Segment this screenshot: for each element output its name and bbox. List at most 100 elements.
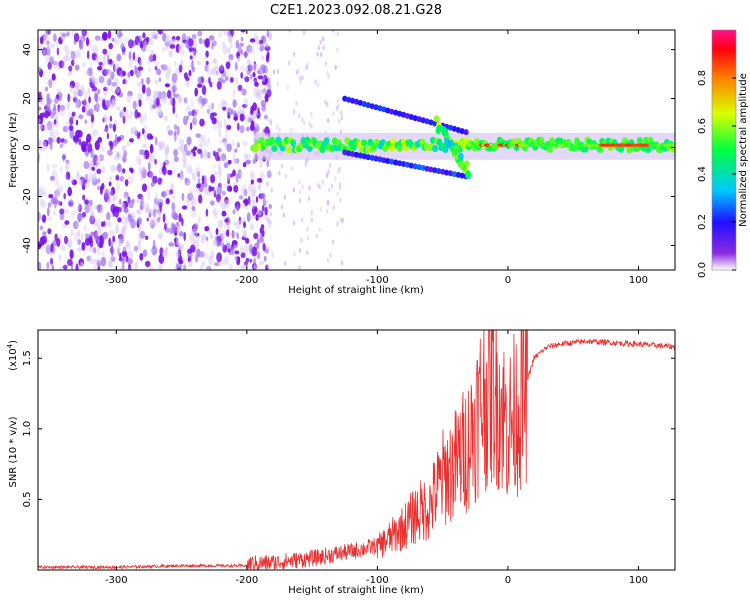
- noise-speckle: [260, 99, 267, 107]
- burst-cell: [465, 170, 471, 178]
- noise-speckle: [97, 136, 103, 143]
- noise-speckle: [72, 135, 79, 143]
- noise-speckle: [288, 60, 291, 66]
- arc-cell: [400, 111, 407, 118]
- noise-speckle: [203, 186, 209, 196]
- noise-speckle: [151, 245, 158, 256]
- snr-series-line: [38, 330, 675, 570]
- noise-speckle: [207, 137, 211, 144]
- noise-speckle: [250, 191, 256, 198]
- noise-speckle: [132, 51, 136, 61]
- snr-frame: [37, 329, 676, 571]
- noise-speckle: [124, 206, 128, 214]
- noise-speckle: [69, 249, 74, 260]
- noise-speckle: [237, 84, 243, 92]
- noise-speckle: [147, 190, 151, 201]
- noise-speckle: [186, 198, 190, 209]
- noise-speckle: [49, 56, 54, 65]
- noise-speckle: [221, 242, 225, 248]
- noise-speckle: [208, 256, 214, 266]
- noise-speckle: [113, 195, 118, 201]
- noise-speckle: [338, 166, 341, 172]
- noise-speckle: [50, 110, 54, 117]
- noise-speckle: [271, 252, 274, 258]
- noise-speckle: [126, 114, 133, 120]
- x-tick-label: -300: [105, 275, 128, 286]
- noise-speckle: [280, 163, 284, 169]
- noise-speckle: [220, 64, 224, 71]
- noise-speckle: [198, 37, 203, 45]
- signal-band-cell: [271, 144, 278, 152]
- noise-speckle: [212, 124, 218, 130]
- noise-speckle: [154, 66, 158, 71]
- noise-speckle: [213, 188, 216, 194]
- noise-speckle: [227, 159, 232, 165]
- noise-speckle: [137, 66, 144, 71]
- noise-speckle: [339, 197, 342, 203]
- noise-speckle: [149, 36, 154, 46]
- noise-speckle: [89, 215, 95, 225]
- noise-speckle: [241, 88, 247, 96]
- arc-cell: [428, 166, 434, 173]
- noise-speckle: [42, 231, 47, 236]
- noise-speckle: [243, 261, 248, 266]
- noise-speckle: [123, 191, 129, 199]
- noise-speckle: [99, 141, 103, 149]
- noise-speckle: [201, 261, 206, 267]
- noise-speckle: [252, 63, 257, 73]
- noise-speckle: [66, 101, 71, 111]
- noise-speckle: [38, 211, 41, 222]
- noise-speckle: [138, 60, 142, 67]
- noise-speckle: [190, 200, 194, 206]
- noise-speckle: [217, 126, 221, 136]
- arc-cell: [420, 117, 426, 124]
- x-tick-label: -100: [366, 275, 389, 286]
- noise-speckle: [251, 187, 256, 197]
- noise-speckle: [205, 60, 209, 66]
- noise-speckle: [326, 71, 329, 76]
- noise-speckle: [87, 87, 91, 98]
- noise-speckle: [233, 185, 239, 193]
- noise-speckle: [70, 59, 75, 67]
- noise-speckle: [62, 264, 68, 270]
- noise-speckle: [125, 216, 129, 226]
- noise-speckle: [38, 106, 42, 111]
- noise-speckle: [330, 183, 334, 189]
- noise-speckle: [239, 125, 245, 134]
- noise-speckle: [124, 37, 129, 44]
- noise-speckle: [149, 98, 153, 107]
- noise-speckle: [116, 136, 122, 142]
- noise-speckle: [120, 43, 125, 50]
- noise-speckle: [246, 212, 251, 223]
- noise-speckle: [340, 260, 344, 266]
- noise-speckle: [49, 127, 55, 137]
- noise-speckle: [234, 148, 238, 153]
- noise-speckle: [190, 244, 196, 253]
- noise-speckle: [340, 110, 343, 116]
- noise-speckle: [260, 192, 266, 200]
- noise-speckle: [316, 51, 319, 57]
- noise-speckle: [336, 221, 339, 227]
- noise-speckle: [257, 208, 262, 216]
- noise-speckle: [305, 65, 308, 71]
- noise-speckle: [264, 45, 271, 52]
- noise-speckle: [44, 110, 49, 119]
- noise-speckle: [165, 34, 171, 45]
- noise-speckle: [246, 58, 252, 66]
- noise-speckle: [171, 202, 176, 212]
- noise-speckle: [96, 218, 102, 228]
- noise-speckle: [339, 185, 342, 191]
- noise-speckle: [121, 250, 128, 258]
- noise-speckle: [38, 124, 43, 131]
- noise-speckle: [77, 212, 83, 222]
- arc-cell: [357, 152, 363, 159]
- noise-speckle: [232, 157, 238, 164]
- noise-speckle: [39, 36, 44, 45]
- arc-cell: [463, 129, 469, 136]
- noise-speckle: [194, 241, 199, 249]
- noise-speckle: [218, 132, 222, 139]
- noise-speckle: [145, 95, 149, 101]
- noise-speckle: [142, 143, 147, 149]
- noise-speckle: [159, 247, 164, 256]
- noise-speckle: [93, 263, 98, 270]
